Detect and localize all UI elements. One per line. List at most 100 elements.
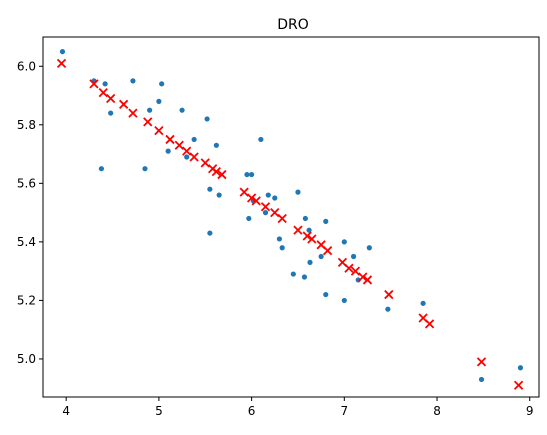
data-point-dot — [213, 142, 219, 148]
data-point-dot — [147, 107, 153, 113]
data-point-x — [322, 246, 333, 256]
data-point-dot — [179, 107, 185, 113]
x-marker-stroke — [106, 93, 116, 104]
data-point-dot — [301, 274, 308, 280]
y-tick-label: 5.8 — [17, 118, 36, 132]
x-marker-stroke — [322, 246, 333, 256]
data-point-x — [189, 152, 199, 162]
data-point-x — [200, 158, 210, 168]
data-point-dot — [156, 98, 162, 104]
data-point-x — [143, 117, 153, 127]
data-point-dot — [207, 186, 213, 192]
data-point-dot — [191, 136, 197, 143]
data-point-x — [260, 202, 271, 212]
data-point-dot — [159, 81, 165, 87]
data-point-x — [293, 225, 303, 235]
data-point-dot — [323, 218, 329, 224]
data-point-x — [174, 140, 184, 150]
data-point-x — [307, 234, 317, 244]
data-point-x — [246, 193, 257, 203]
x-marker-stroke — [302, 231, 312, 241]
x-marker-stroke — [165, 134, 175, 145]
x-marker-stroke — [476, 357, 487, 367]
x-tick-label: 5 — [155, 404, 163, 418]
data-point-x — [106, 93, 116, 104]
data-point-x — [182, 146, 192, 156]
data-point-dot — [265, 192, 271, 198]
x-marker-stroke — [424, 319, 435, 329]
x-marker-stroke — [344, 263, 354, 273]
x-marker-stroke — [316, 240, 326, 250]
y-tick-label: 5.6 — [17, 176, 36, 190]
data-point-dot — [318, 253, 324, 260]
data-point-dot — [272, 195, 278, 201]
x-marker-stroke — [189, 152, 199, 162]
data-point-dot — [279, 245, 285, 251]
data-point-x — [119, 99, 129, 109]
x-marker-stroke — [143, 117, 153, 127]
plot-area — [56, 49, 524, 390]
x-marker-stroke — [251, 196, 261, 206]
data-point-x — [217, 169, 227, 180]
x-marker-stroke — [277, 213, 287, 224]
data-point-dot — [216, 192, 222, 198]
data-point-dot — [350, 253, 357, 260]
data-point-dot — [207, 230, 213, 236]
data-point-x — [98, 87, 108, 98]
data-point-x — [56, 58, 67, 68]
x-tick-label: 4 — [62, 404, 70, 418]
x-tick-label: 6 — [248, 404, 256, 418]
data-point-dot — [341, 297, 347, 304]
plot-frame — [42, 36, 540, 398]
x-tick-label: 9 — [526, 404, 534, 418]
x-marker-stroke — [56, 58, 67, 68]
axes: 4 5 6 7 8 9 5.0 5.2 5.4 5.6 5.8 6.0 — [17, 59, 534, 418]
x-marker-stroke — [270, 207, 280, 218]
data-point-dot — [258, 136, 264, 143]
x-marker-stroke — [174, 140, 184, 150]
data-point-dot — [59, 49, 66, 55]
data-point-x — [424, 319, 435, 329]
data-point-dot — [262, 210, 269, 216]
x-tick-label: 7 — [340, 404, 348, 418]
data-point-dot — [102, 81, 108, 87]
x-marker-stroke — [337, 257, 348, 268]
data-point-x — [251, 196, 261, 206]
x-marker-stroke — [89, 79, 99, 89]
x-marker-stroke — [384, 289, 394, 300]
data-point-dot — [98, 166, 105, 172]
x-marker-stroke — [260, 202, 271, 212]
x-marker-stroke — [307, 234, 317, 244]
data-point-dot — [204, 116, 210, 122]
data-point-x — [277, 213, 287, 224]
data-point-dot — [478, 376, 485, 383]
data-point-x — [89, 79, 99, 89]
data-point-dot — [306, 227, 312, 233]
data-point-x — [270, 207, 280, 218]
data-point-dot — [184, 154, 190, 160]
x-marker-stroke — [293, 225, 303, 235]
data-point-dot — [385, 306, 391, 312]
chart-title: DRO — [277, 17, 309, 33]
x-marker-stroke — [182, 146, 192, 156]
data-point-x — [344, 263, 354, 273]
data-point-dot — [244, 171, 250, 178]
data-point-x — [513, 380, 524, 390]
x-marker-stroke — [358, 272, 368, 282]
x-marker-stroke — [239, 187, 249, 197]
data-point-dot — [420, 300, 426, 306]
data-point-dot — [142, 166, 148, 172]
data-point-x — [239, 187, 249, 197]
data-point-dot — [165, 148, 171, 154]
x-marker-stroke — [128, 108, 138, 118]
x-marker-stroke — [119, 99, 129, 109]
y-tick-label: 5.2 — [17, 293, 36, 307]
x-marker-stroke — [513, 380, 524, 390]
data-point-dot — [108, 110, 114, 116]
x-marker-stroke — [418, 313, 428, 323]
y-tick-label: 5.0 — [17, 352, 36, 366]
x-marker-stroke — [350, 266, 361, 276]
data-point-dot — [295, 189, 301, 195]
x-marker-stroke — [154, 126, 164, 136]
data-point-dot — [302, 215, 308, 222]
